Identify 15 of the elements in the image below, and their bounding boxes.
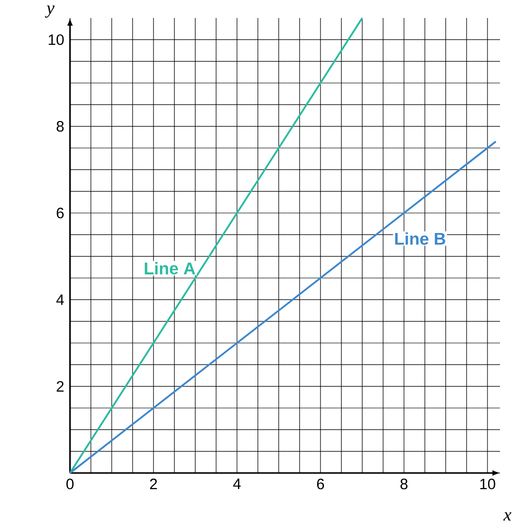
series-label: Line A — [144, 262, 196, 274]
x-tick-label: 8 — [400, 478, 408, 490]
x-tick-label: 10 — [480, 478, 496, 490]
x-tick-label: 0 — [66, 478, 74, 490]
y-tick-label: 4 — [56, 294, 64, 305]
y-tick-label: 2 — [56, 381, 64, 392]
x-axis-title: x — [503, 512, 512, 520]
y-tick-label: 8 — [56, 121, 64, 132]
y-axis-title: y — [44, 6, 54, 18]
y-tick-label: 6 — [56, 208, 64, 218]
y-tick-label: 10 — [48, 34, 64, 45]
x-tick-label: 2 — [150, 478, 157, 490]
series-label: Line B — [395, 232, 446, 245]
x-tick-label: 4 — [233, 478, 241, 489]
x-tick-label: 6 — [317, 478, 324, 490]
